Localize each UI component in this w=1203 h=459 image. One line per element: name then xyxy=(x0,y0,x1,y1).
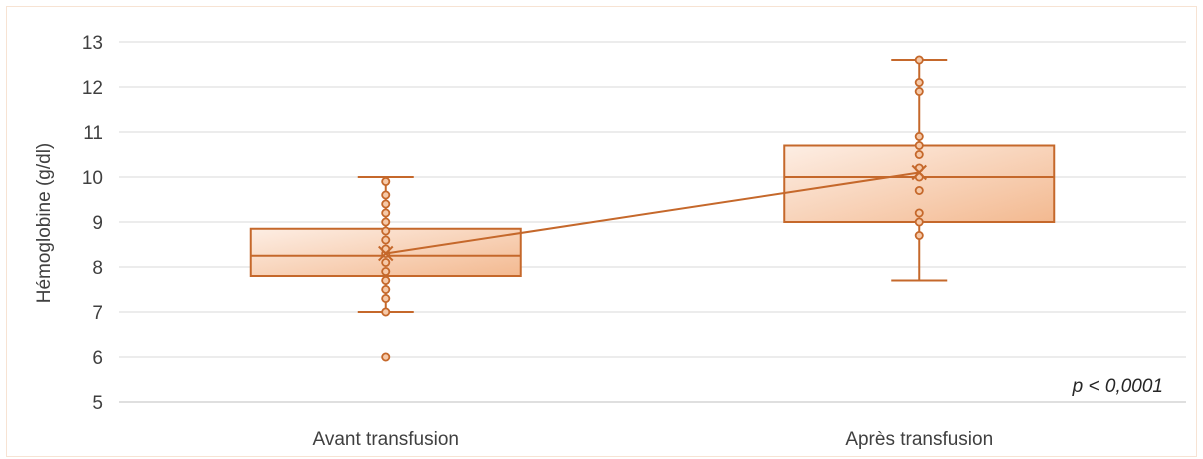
data-point xyxy=(914,217,924,227)
mean-marker xyxy=(911,164,927,181)
y-tick-label: 11 xyxy=(83,123,103,144)
box-group xyxy=(249,176,522,362)
data-point xyxy=(914,149,924,159)
data-point xyxy=(914,230,924,240)
data-point xyxy=(914,208,924,218)
data-point xyxy=(381,190,391,200)
y-tick-label: 13 xyxy=(82,33,103,54)
data-point xyxy=(914,131,924,141)
data-point xyxy=(914,185,924,195)
mean-marker-stroke xyxy=(378,245,394,262)
y-tick-label: 8 xyxy=(92,258,103,279)
data-point xyxy=(381,293,391,303)
chart-frame xyxy=(6,6,1197,457)
data-point xyxy=(381,266,391,276)
data-point xyxy=(381,284,391,294)
mean-connector-line xyxy=(385,171,920,255)
y-tick-label: 10 xyxy=(82,168,103,189)
x-tick-labels: Avant transfusion Après transfusion xyxy=(313,429,994,450)
data-point xyxy=(914,78,924,88)
data-point xyxy=(381,208,391,218)
data-point xyxy=(381,217,391,227)
y-axis-title: Hémoglobine (g/dl) xyxy=(34,143,55,304)
data-point xyxy=(914,87,924,97)
data-point xyxy=(381,275,391,285)
p-value-annotation: p < 0,0001 xyxy=(1072,376,1163,397)
x-tick-label: Avant transfusion xyxy=(313,429,459,450)
data-point xyxy=(381,226,391,236)
data-point xyxy=(381,257,391,267)
y-tick-label: 5 xyxy=(92,393,103,414)
y-tick-labels: 5 6 7 8 9 10 11 12 13 xyxy=(82,33,103,414)
data-point xyxy=(914,140,924,150)
y-tick-label: 7 xyxy=(92,303,103,324)
x-tick-label: Après transfusion xyxy=(845,429,993,450)
box-group xyxy=(783,55,1056,282)
y-tick-label: 6 xyxy=(92,348,103,369)
data-point xyxy=(914,55,924,65)
data-point xyxy=(381,307,391,317)
y-tick-label: 12 xyxy=(82,78,103,99)
mean-marker-stroke xyxy=(911,164,927,181)
y-tick-label: 9 xyxy=(92,213,103,234)
data-point xyxy=(381,199,391,209)
mean-marker xyxy=(378,245,394,262)
data-point xyxy=(381,352,391,362)
boxes xyxy=(249,55,1056,362)
data-point xyxy=(381,235,391,245)
data-point xyxy=(381,176,391,186)
